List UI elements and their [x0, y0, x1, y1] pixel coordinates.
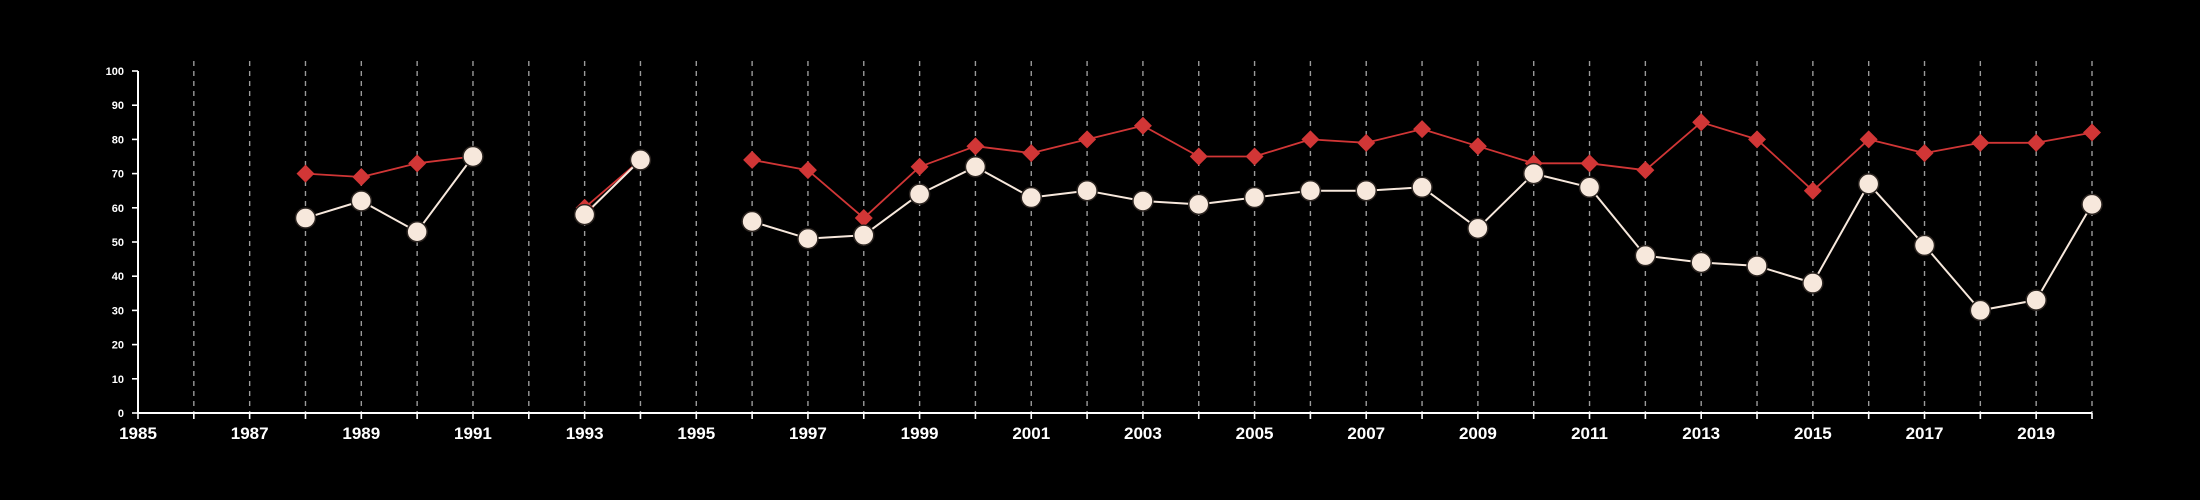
series-2-point-1998	[853, 224, 875, 246]
x-tick-label: 1999	[901, 424, 939, 443]
x-tick-label: 1991	[454, 424, 492, 443]
series-2-point-2006	[1299, 179, 1322, 202]
x-tick-label: 1987	[231, 424, 269, 443]
x-tick-label: 2009	[1459, 424, 1497, 443]
series-1-point-1988	[296, 164, 315, 183]
series-1-point-2014	[1748, 130, 1767, 149]
series-2-point-2013	[1690, 251, 1712, 274]
series-2-point-2017	[1913, 234, 1936, 257]
series-1-point-2006	[1301, 130, 1320, 149]
series-2-point-2003	[1132, 190, 1154, 212]
series-2-line	[305, 155, 474, 233]
series-2-point-2008	[1411, 176, 1433, 199]
series-2-point-1991	[462, 145, 484, 168]
x-tick-label: 1993	[566, 424, 604, 443]
y-tick-label: 10	[112, 374, 124, 386]
series-2-point-2015	[1802, 272, 1824, 294]
series-1-point-2004	[1189, 147, 1208, 166]
series-1-point-1996	[743, 150, 762, 169]
series-2-point-2016	[1857, 173, 1880, 195]
y-axis: 0 10 20 30 40 50 60 70 80 90 100	[106, 66, 139, 420]
series-1-point-2015	[1803, 181, 1822, 200]
x-tick-label: 2005	[1236, 424, 1274, 443]
series-1-point-1990	[408, 154, 427, 173]
series-2-point-1990	[406, 220, 428, 243]
series-layer	[294, 113, 2103, 322]
series-2-point-2007	[1355, 179, 1377, 202]
x-tick-label: 2013	[1682, 424, 1720, 443]
series-1-point-1997	[798, 161, 817, 180]
series-2-point-2012	[1634, 244, 1657, 267]
series-2-point-2000	[964, 156, 987, 178]
series-2-point-1993	[573, 203, 596, 226]
series-2-point-1997	[797, 227, 819, 250]
series-2-point-2002	[1076, 179, 1098, 202]
x-tick-label: 2015	[1794, 424, 1832, 443]
series-1-point-2011	[1580, 154, 1599, 173]
series-2-point-2020	[2081, 193, 2103, 216]
series-2-point-2001	[1020, 186, 1043, 209]
series-2-point-1989	[350, 190, 373, 212]
series-1-line	[305, 155, 474, 178]
series-2-point-2011	[1578, 176, 1601, 199]
x-tick-label: 2011	[1571, 424, 1608, 443]
series-2-point-2010	[1522, 162, 1545, 185]
y-tick-label: 0	[118, 408, 124, 420]
y-tick-label: 40	[112, 271, 124, 283]
vertical-gridlines	[193, 61, 2093, 413]
series-2-point-1996	[741, 210, 763, 233]
x-tick-label: 1995	[677, 424, 715, 443]
x-tick-label: 2003	[1124, 424, 1162, 443]
y-tick-label: 20	[112, 340, 124, 352]
x-axis: 1985 1987 1989 1991 1993 1995 1997 1999 2001 2003…	[119, 412, 2093, 443]
series-1-point-2013	[1692, 113, 1711, 132]
series-2-point-1988	[294, 207, 317, 229]
y-tick-label: 50	[112, 237, 124, 249]
series-1-point-2016	[1859, 130, 1878, 149]
series-1-point-2012	[1636, 161, 1655, 180]
x-tick-label: 2001	[1012, 424, 1050, 443]
y-tick-label: 100	[106, 66, 124, 78]
series-1-point-2019	[2027, 133, 2046, 152]
y-tick-label: 90	[112, 100, 124, 112]
x-tick-label: 2019	[2017, 424, 2055, 443]
series-2-point-1994	[629, 149, 652, 171]
series-1-point-2007	[1357, 133, 1376, 152]
series-2-point-2014	[1746, 255, 1768, 277]
x-tick-label: 1989	[342, 424, 380, 443]
y-tick-label: 80	[112, 134, 124, 146]
x-tick-label: 2007	[1347, 424, 1385, 443]
y-tick-label: 60	[112, 203, 124, 215]
series-1-point-1998	[854, 209, 873, 228]
series-1-point-1999	[910, 157, 929, 176]
series-2-point-2018	[1969, 299, 1992, 322]
series-1-point-2003	[1133, 116, 1152, 135]
series-1-point-2002	[1078, 130, 1097, 149]
series-2-point-2004	[1187, 193, 1210, 216]
x-tick-label: 1985	[119, 424, 157, 443]
series-1-point-1989	[352, 168, 371, 187]
series-1-point-2000	[966, 137, 985, 156]
series-1-point-2018	[1971, 133, 1990, 152]
series-2-point-1999	[908, 183, 931, 205]
y-tick-label: 30	[112, 305, 124, 317]
series-2-point-2019	[2025, 289, 2047, 311]
y-tick-label: 70	[112, 169, 124, 181]
series-2-point-2005	[1243, 186, 1266, 209]
series-1-point-2020	[2083, 123, 2101, 142]
series-1-point-2009	[1468, 137, 1487, 156]
series-1-point-2001	[1022, 144, 1041, 163]
series-2-line	[583, 159, 642, 216]
x-tick-label: 1997	[789, 424, 827, 443]
series-2-point-2009	[1467, 217, 1489, 240]
x-tick-label: 2017	[1906, 424, 1944, 443]
series-1-point-2008	[1413, 120, 1432, 139]
series-1-point-2005	[1245, 147, 1264, 166]
series-1-point-2017	[1915, 144, 1934, 163]
